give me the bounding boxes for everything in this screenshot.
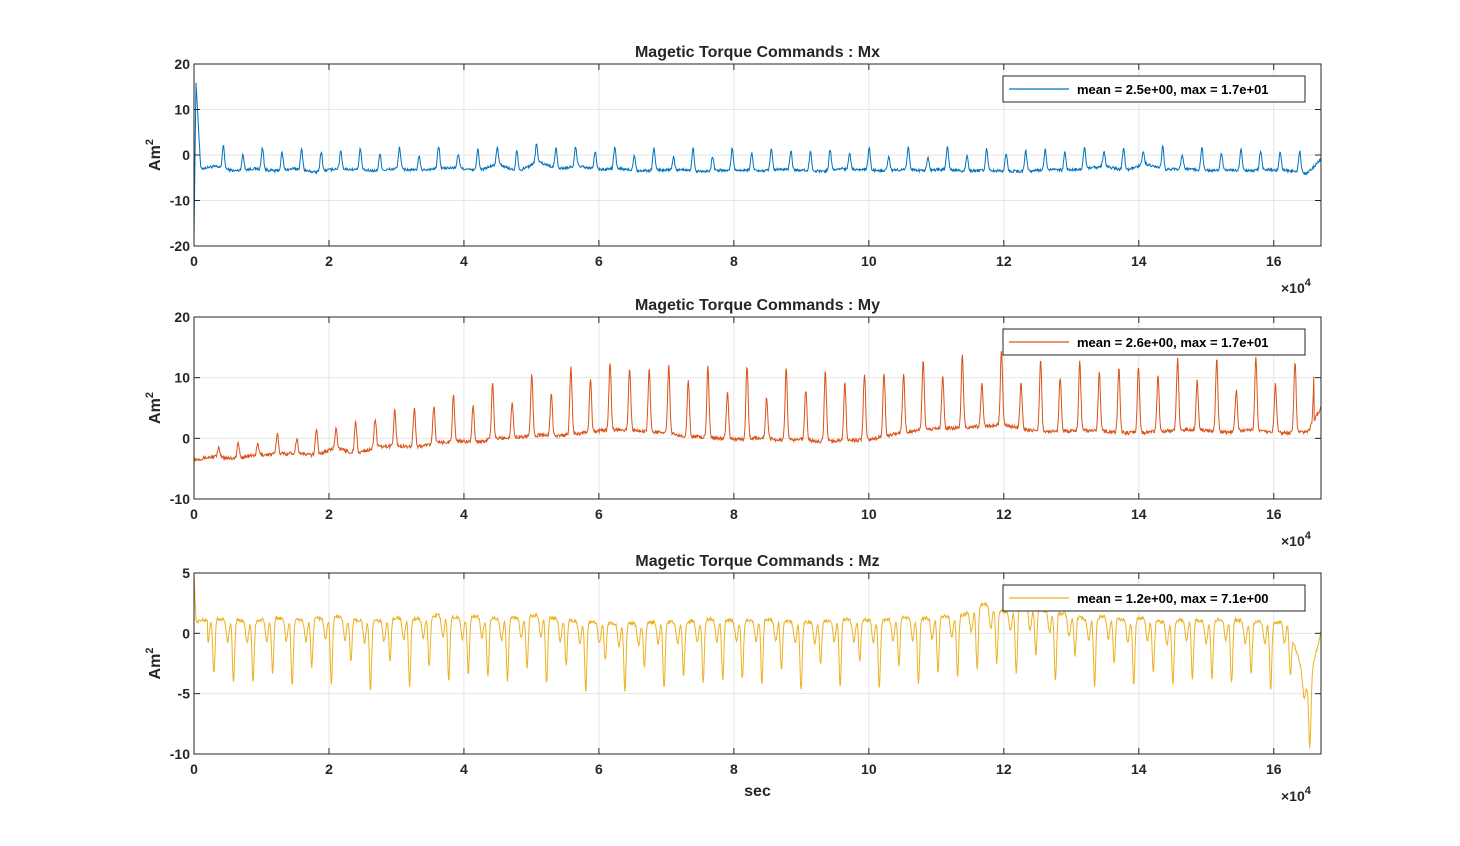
legend-label: mean = 2.6e+00, max = 1.7e+01	[1077, 335, 1269, 350]
x-axis-multiplier: ×104	[1281, 530, 1312, 549]
x-tick-label: 8	[730, 761, 738, 777]
x-tick-label: 4	[460, 253, 468, 269]
x-tick-label: 16	[1266, 253, 1282, 269]
y-tick-label: 0	[182, 430, 190, 446]
y-tick-label: -10	[170, 746, 190, 762]
y-tick-label: 10	[174, 102, 190, 118]
series-line	[194, 574, 1321, 749]
x-tick-label: 0	[190, 506, 198, 522]
legend: mean = 2.5e+00, max = 1.7e+01	[1002, 75, 1306, 103]
y-tick-label: 10	[174, 370, 190, 386]
y-axis-label: Am2	[144, 139, 164, 171]
x-tick-label: 4	[460, 761, 468, 777]
x-tick-label: 12	[996, 253, 1012, 269]
axes-box	[193, 572, 1322, 755]
y-axis-label: Am2	[144, 392, 164, 424]
y-tick-label: -5	[178, 686, 191, 702]
y-tick-label: -20	[170, 238, 190, 254]
x-tick-label: 8	[730, 506, 738, 522]
x-axis-label: sec	[744, 783, 771, 800]
x-tick-label: 10	[861, 761, 877, 777]
x-tick-label: 6	[595, 506, 603, 522]
x-tick-label: 2	[325, 761, 333, 777]
y-tick-label: 0	[182, 625, 190, 641]
x-tick-label: 6	[595, 761, 603, 777]
x-tick-label: 16	[1266, 506, 1282, 522]
x-tick-label: 10	[861, 253, 877, 269]
legend-label: mean = 2.5e+00, max = 1.7e+01	[1077, 82, 1269, 97]
subplot-title: Magetic Torque Commands : Mz	[635, 553, 879, 570]
subplot-title: Magetic Torque Commands : My	[635, 297, 880, 314]
y-axis-label: Am2	[144, 648, 164, 680]
x-tick-label: 12	[996, 506, 1012, 522]
x-tick-label: 12	[996, 761, 1012, 777]
legend: mean = 2.6e+00, max = 1.7e+01	[1002, 328, 1306, 356]
legend-label: mean = 1.2e+00, max = 7.1e+00	[1077, 591, 1269, 606]
axes-box	[193, 316, 1322, 500]
x-tick-label: 8	[730, 253, 738, 269]
subplot-1: 0 2 4 6 8 10 12 14 16 -20 -10 0 10 20 Magetic Torque C…	[144, 44, 1322, 296]
x-axis-multiplier: ×104	[1281, 785, 1312, 804]
y-tick-label: 5	[182, 565, 190, 581]
x-tick-label: 14	[1131, 506, 1147, 522]
y-tick-label: 0	[182, 147, 190, 163]
x-axis-multiplier: ×104	[1281, 277, 1312, 296]
subplot-title: Magetic Torque Commands : Mx	[635, 44, 880, 61]
y-tick-label: -10	[170, 193, 190, 209]
y-tick-label: 20	[174, 309, 190, 325]
series-line	[194, 351, 1321, 462]
x-tick-label: 16	[1266, 761, 1282, 777]
x-tick-label: 10	[861, 506, 877, 522]
x-tick-label: 2	[325, 506, 333, 522]
legend: mean = 1.2e+00, max = 7.1e+00	[1002, 584, 1306, 612]
y-tick-label: 20	[174, 56, 190, 72]
x-tick-label: 0	[190, 253, 198, 269]
series-line	[194, 82, 1321, 239]
x-tick-label: 14	[1131, 761, 1147, 777]
x-tick-label: 6	[595, 253, 603, 269]
x-tick-label: 2	[325, 253, 333, 269]
x-tick-label: 14	[1131, 253, 1147, 269]
subplot-3: 0 2 4 6 8 10 12 14 16 -10 -5 0 5 Magetic Torque Comma…	[144, 553, 1322, 804]
x-tick-label: 4	[460, 506, 468, 522]
x-tick-label: 0	[190, 761, 198, 777]
y-tick-label: -10	[170, 491, 190, 507]
